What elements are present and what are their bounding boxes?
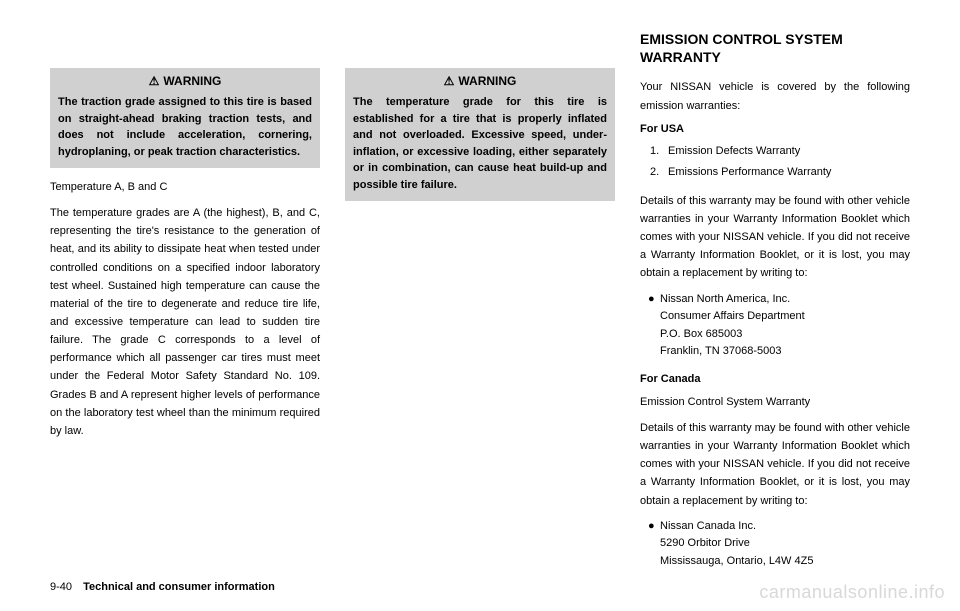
bullet-icon: ● bbox=[648, 291, 655, 309]
list-number: 1. bbox=[650, 143, 659, 161]
column-right: EMISSION CONTROL SYSTEM WARRANTY Your NI… bbox=[640, 30, 910, 550]
address-line: Franklin, TN 37068-5003 bbox=[660, 343, 910, 361]
footer-title: Technical and consumer information bbox=[83, 581, 275, 593]
warning-label: WARNING bbox=[458, 74, 516, 88]
address-line: 5290 Orbitor Drive bbox=[660, 535, 910, 553]
warning-box-traction: ⚠ WARNING The traction grade assigned to… bbox=[50, 68, 320, 168]
usa-list-item-2: 2. Emissions Performance Warranty bbox=[640, 164, 910, 182]
for-usa-label: For USA bbox=[640, 123, 910, 135]
canada-details: Details of this warranty may be found wi… bbox=[640, 419, 910, 510]
column-middle: ⚠ WARNING The temperature grade for this… bbox=[345, 30, 615, 550]
list-text: Emissions Performance Warranty bbox=[668, 166, 831, 178]
warning-header: ⚠ WARNING bbox=[50, 68, 320, 94]
address-line: Mississauga, Ontario, L4W 4Z5 bbox=[660, 553, 910, 571]
warning-icon: ⚠ bbox=[149, 74, 160, 88]
page-number: 9-40 bbox=[50, 581, 72, 593]
usa-list-item-1: 1. Emission Defects Warranty bbox=[640, 143, 910, 161]
usa-address: ● Nissan North America, Inc. Consumer Af… bbox=[640, 291, 910, 361]
address-line: Consumer Affairs Department bbox=[660, 308, 910, 326]
canada-address: ● Nissan Canada Inc. 5290 Orbitor Drive … bbox=[640, 518, 910, 571]
address-line: Nissan Canada Inc. bbox=[660, 518, 910, 536]
section-title: EMISSION CONTROL SYSTEM WARRANTY bbox=[640, 30, 910, 66]
temperature-paragraph: The temperature grades are A (the highes… bbox=[50, 204, 320, 440]
warning-label: WARNING bbox=[163, 74, 221, 88]
bullet-icon: ● bbox=[648, 518, 655, 536]
warning-body-text: The traction grade assigned to this tire… bbox=[50, 94, 320, 168]
warning-icon: ⚠ bbox=[444, 74, 455, 88]
usa-details: Details of this warranty may be found wi… bbox=[640, 192, 910, 283]
warning-header: ⚠ WARNING bbox=[345, 68, 615, 94]
page-footer: 9-40 Technical and consumer information bbox=[50, 581, 275, 593]
for-canada-label: For Canada bbox=[640, 373, 910, 385]
watermark: carmanualsonline.info bbox=[759, 582, 945, 603]
column-left: ⚠ WARNING The traction grade assigned to… bbox=[50, 30, 320, 550]
canada-sub: Emission Control System Warranty bbox=[640, 393, 910, 411]
list-number: 2. bbox=[650, 164, 659, 182]
page-content: ⚠ WARNING The traction grade assigned to… bbox=[0, 0, 960, 570]
intro-text: Your NISSAN vehicle is covered by the fo… bbox=[640, 78, 910, 114]
list-text: Emission Defects Warranty bbox=[668, 145, 800, 157]
warning-body-text: The temperature grade for this tire is e… bbox=[345, 94, 615, 201]
warning-box-temperature: ⚠ WARNING The temperature grade for this… bbox=[345, 68, 615, 201]
address-line: Nissan North America, Inc. bbox=[660, 291, 910, 309]
address-line: P.O. Box 685003 bbox=[660, 326, 910, 344]
temperature-subhead: Temperature A, B and C bbox=[50, 178, 320, 196]
